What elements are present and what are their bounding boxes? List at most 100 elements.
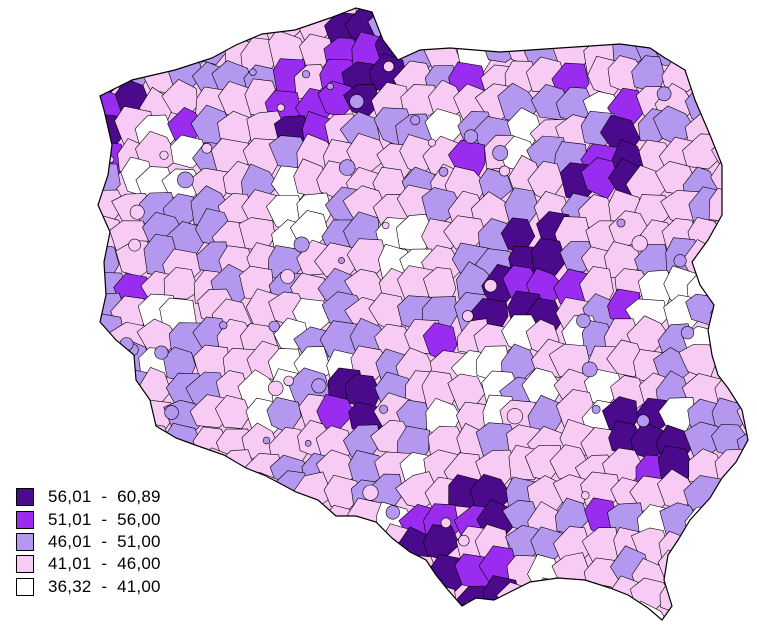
county-region [145, 445, 181, 486]
county-region [659, 8, 701, 41]
legend-label: 36,32 - 41,00 [48, 576, 161, 596]
legend-label: 56,01 - 60,89 [48, 487, 161, 507]
county-region [240, 496, 284, 533]
county-region [270, 606, 313, 620]
county-region [98, 418, 128, 458]
county-region [685, 39, 724, 74]
county-region [191, 604, 233, 620]
county-region [188, 532, 223, 565]
county-region [734, 503, 748, 540]
county-region [713, 343, 748, 375]
county-region [399, 554, 439, 587]
county-region [165, 554, 204, 596]
county-region [98, 397, 131, 437]
county-region [188, 8, 231, 18]
city-region [438, 167, 449, 177]
county-region [271, 504, 310, 539]
county-region [219, 555, 260, 595]
county-region [687, 52, 727, 90]
county-region [525, 8, 567, 48]
county-region [716, 533, 748, 568]
city-region [268, 320, 280, 332]
county-region [738, 475, 748, 513]
county-region [532, 577, 568, 616]
county-region [159, 607, 201, 620]
county-region [708, 187, 747, 223]
county-region [599, 8, 642, 18]
county-region [636, 8, 672, 19]
county-region [98, 451, 103, 485]
county-region [98, 163, 101, 201]
county-region [453, 600, 495, 620]
county-region [187, 477, 228, 516]
county-region [98, 345, 104, 383]
legend-item: 56,01 - 60,89 [16, 486, 161, 508]
county-region [270, 576, 310, 619]
legend-swatch [16, 510, 34, 529]
county-region [740, 57, 748, 97]
city-region [383, 60, 395, 73]
county-region [556, 8, 598, 47]
county-region [738, 528, 748, 565]
county-region [508, 8, 547, 44]
city-region [249, 68, 257, 76]
county-region [60, 112, 94, 146]
city-region [385, 505, 400, 520]
city-region [326, 82, 334, 90]
legend-label: 51,01 - 56,00 [48, 509, 161, 529]
county-region [292, 545, 330, 589]
city-region [506, 408, 524, 425]
county-region [163, 528, 208, 565]
city-region [268, 380, 284, 396]
county-region [715, 476, 748, 516]
city-region [631, 235, 648, 252]
county-region [606, 8, 647, 41]
county-region [107, 607, 150, 620]
county-region [711, 552, 748, 589]
county-region [164, 576, 203, 611]
county-region [710, 295, 746, 333]
county-region [552, 603, 593, 620]
county-region [292, 579, 330, 616]
county-region [426, 606, 471, 620]
county-region [679, 604, 716, 620]
county-region [429, 8, 467, 19]
legend: 56,01 - 60,89 51,01 - 56,00 46,01 - 51,0… [16, 486, 161, 598]
county-region [738, 549, 748, 587]
county-region [530, 238, 567, 276]
county-region [98, 8, 104, 19]
county-region [209, 526, 248, 569]
county-region [739, 573, 748, 615]
city-region [673, 254, 687, 268]
county-region [98, 450, 122, 484]
legend-swatch [16, 577, 34, 596]
county-region [54, 91, 96, 125]
county-region [320, 609, 360, 620]
county-region [506, 604, 542, 620]
county-region [217, 8, 261, 22]
county-region [679, 8, 723, 40]
county-region [98, 269, 99, 305]
county-region [321, 530, 359, 568]
county-region [136, 422, 171, 459]
county-region [269, 8, 306, 22]
county-region [736, 370, 748, 411]
city-region [379, 404, 389, 414]
city-region [499, 165, 510, 177]
city-region [581, 361, 598, 378]
county-region [345, 554, 383, 593]
county-region [525, 607, 565, 620]
legend-item: 46,01 - 51,00 [16, 531, 161, 553]
county-region [704, 586, 745, 618]
county-region [742, 317, 748, 359]
county-region [240, 578, 284, 618]
county-region [267, 549, 310, 587]
county-region [739, 220, 748, 258]
county-region [110, 420, 149, 459]
county-region [576, 9, 613, 45]
county-region [194, 13, 234, 46]
county-region [98, 133, 104, 176]
county-region [659, 575, 695, 615]
county-region [703, 240, 745, 280]
county-region [98, 291, 101, 330]
